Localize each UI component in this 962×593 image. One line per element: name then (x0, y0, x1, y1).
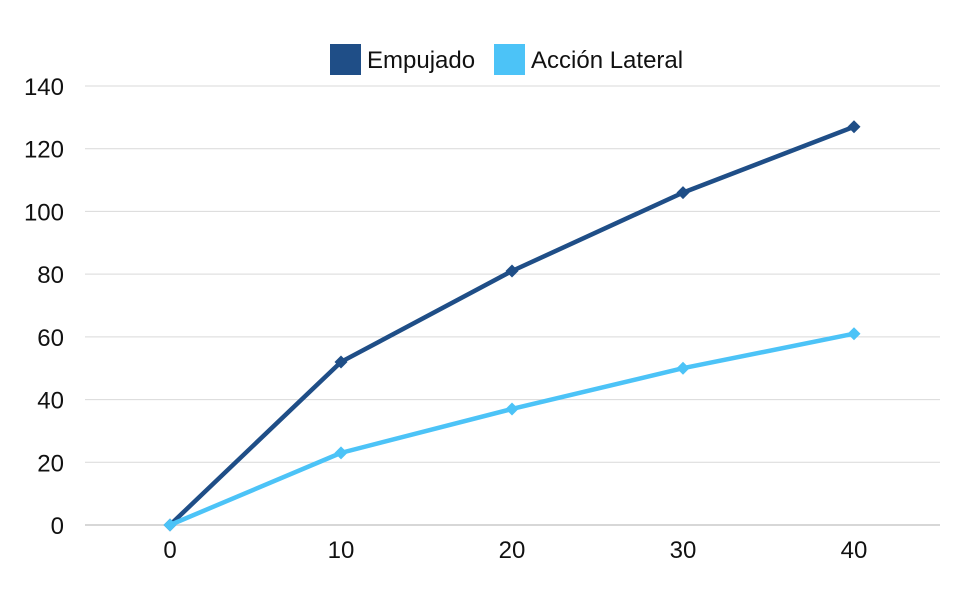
data-point-accion-lateral-4 (847, 327, 861, 341)
y-tick-label-6: 120 (24, 137, 64, 164)
x-tick-label-1: 10 (328, 537, 355, 564)
y-tick-label-4: 80 (37, 262, 64, 289)
data-point-empujado-2 (505, 264, 519, 278)
data-point-empujado-3 (676, 186, 690, 200)
gridlines (85, 85, 940, 526)
y-tick-label-2: 40 (37, 388, 64, 415)
legend: Empujado Acción Lateral (330, 44, 683, 75)
y-tick-label-7: 140 (24, 74, 64, 101)
data-point-accion-lateral-1 (334, 446, 348, 460)
data-point-accion-lateral-2 (505, 402, 519, 416)
x-tick-label-3: 30 (670, 537, 697, 564)
legend-label-accion-lateral: Acción Lateral (531, 47, 683, 74)
data-point-empujado-4 (847, 120, 861, 134)
data-point-empujado-1 (334, 355, 348, 369)
x-tick-label-4: 40 (841, 537, 868, 564)
data-point-accion-lateral-0 (163, 518, 177, 532)
legend-swatch-empujado (330, 44, 361, 75)
y-tick-label-3: 60 (37, 325, 64, 352)
x-axis-ticks: 0 10 20 30 40 (163, 537, 867, 564)
legend-swatch-accion-lateral (494, 44, 525, 75)
y-tick-label-0: 0 (51, 513, 64, 540)
series (163, 120, 861, 532)
data-point-accion-lateral-3 (676, 361, 690, 375)
legend-label-empujado: Empujado (367, 47, 475, 74)
x-tick-label-0: 0 (163, 537, 176, 564)
series-line-empujado (167, 124, 857, 528)
y-tick-label-5: 100 (24, 199, 64, 226)
y-tick-label-1: 20 (37, 450, 64, 477)
x-tick-label-2: 20 (499, 537, 526, 564)
y-axis-ticks: 0 20 40 60 80 100 120 140 (24, 74, 64, 540)
